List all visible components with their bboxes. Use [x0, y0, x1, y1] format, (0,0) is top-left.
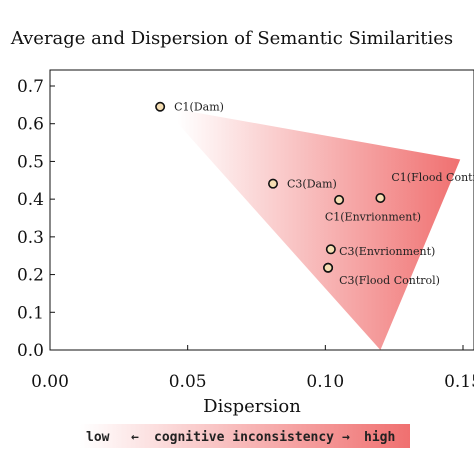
y-tick-label: 0.2: [17, 266, 44, 286]
x-tick-label: 0.05: [169, 372, 207, 392]
data-point-label: C1(Dam): [174, 101, 224, 114]
y-tick-label: 0.1: [17, 303, 44, 323]
y-tick-label: 0.4: [17, 190, 44, 210]
x-axis-ticks: 0.00 0.05 0.10 0.15: [31, 345, 474, 392]
y-axis-ticks: 0.0 0.1 0.2 0.3 0.4 0.5 0.6 0.7: [17, 77, 55, 361]
x-tick-label: 0.10: [306, 372, 344, 392]
data-point-label: C1(Envrionment): [325, 210, 421, 223]
chart-title: Average and Dispersion of Semantic Simil…: [10, 28, 453, 49]
data-points: C1(Dam) C3(Dam) C1(Flood Control) C1(Envrio…: [155, 101, 474, 287]
x-tick-label: 0.15: [444, 372, 474, 392]
data-point-label: C1(Flood Control): [391, 171, 474, 184]
legend-bar: low ← cognitive inconsistency → high: [80, 424, 410, 448]
data-point-marker: [323, 262, 334, 273]
legend-middle-label: cognitive inconsistency: [154, 430, 334, 445]
x-axis-label: Dispersion: [203, 396, 301, 417]
y-tick-label: 0.6: [17, 115, 44, 135]
plot-frame: [49, 69, 474, 351]
data-point-marker: [268, 178, 279, 189]
y-tick-label: 0.5: [17, 152, 44, 172]
legend-high-label: high: [364, 430, 395, 445]
data-point-label: C3(Flood Control): [339, 274, 440, 287]
data-point-label: C3(Envrionment): [339, 245, 435, 258]
x-tick-label: 0.00: [31, 372, 69, 392]
data-point-label: C3(Dam): [287, 178, 337, 191]
data-point-marker: [325, 244, 336, 255]
inconsistency-gradient-region: [162, 106, 461, 350]
y-tick-label: 0.0: [17, 341, 44, 361]
y-tick-label: 0.7: [17, 77, 44, 97]
data-point-marker: [375, 193, 386, 204]
legend-right-arrow: →: [342, 430, 350, 445]
data-point-marker: [334, 194, 345, 205]
data-point-marker: [155, 101, 166, 112]
legend-left-arrow: ←: [131, 430, 139, 445]
legend-low-label: low: [86, 430, 110, 445]
y-tick-label: 0.3: [17, 228, 44, 248]
legend-gradient-bar: [80, 424, 410, 448]
